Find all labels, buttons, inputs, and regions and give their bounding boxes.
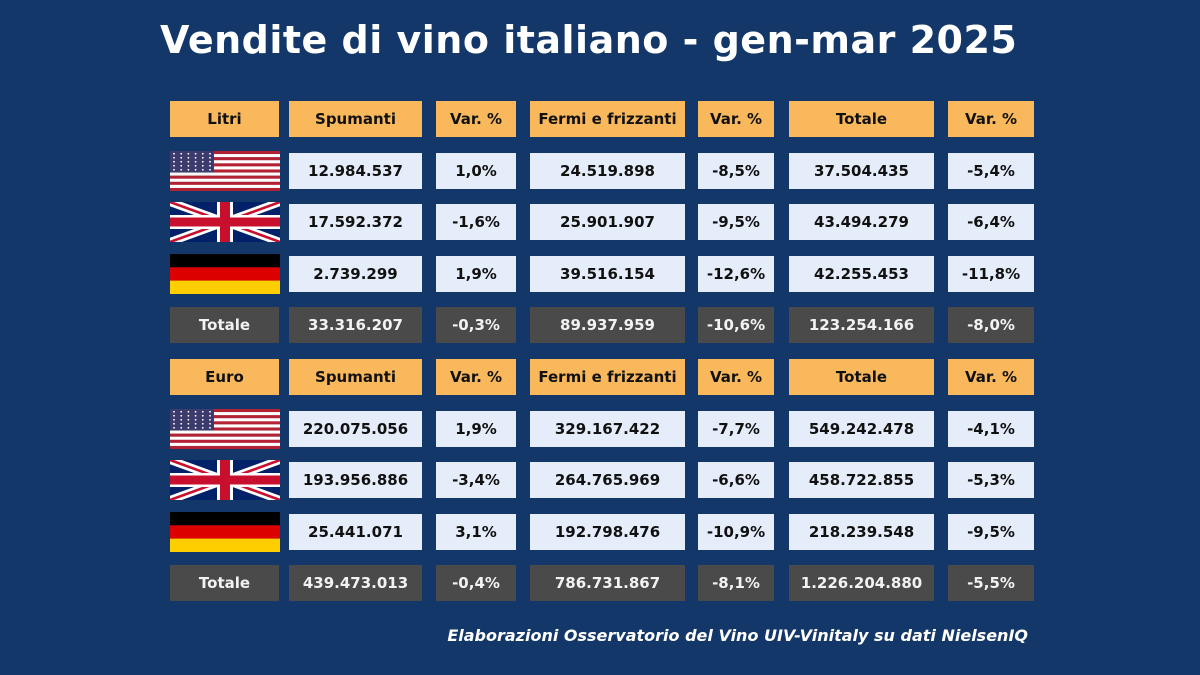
litri-header-totale: Totale	[789, 101, 934, 137]
euro-de-var-fermi: -10,9%	[698, 514, 774, 550]
euro-header-var-spumanti: Var. %	[436, 359, 516, 395]
euro-unit-header: Euro	[170, 359, 279, 395]
litri-uk-var-spumanti: -1,6%	[436, 204, 516, 240]
euro-total-var-fermi: -8,1%	[698, 565, 774, 601]
litri-total-var-fermi: -10,6%	[698, 307, 774, 343]
litri-de-var-totale: -11,8%	[948, 256, 1034, 292]
source-note: Elaborazioni Osservatorio del Vino UIV-V…	[447, 626, 1028, 645]
euro-de-fermi-frizzanti: 192.798.476	[530, 514, 685, 550]
litri-de-var-spumanti: 1,9%	[436, 256, 516, 292]
de-flag-icon	[170, 254, 280, 294]
litri-total-var-spumanti: -0,3%	[436, 307, 516, 343]
euro-uk-var-fermi: -6,6%	[698, 462, 774, 498]
litri-unit-header: Litri	[170, 101, 279, 137]
euro-us-spumanti: 220.075.056	[289, 411, 422, 447]
euro-header-var-totale: Var. %	[948, 359, 1034, 395]
euro-de-var-totale: -9,5%	[948, 514, 1034, 550]
litri-us-fermi-frizzanti: 24.519.898	[530, 153, 685, 189]
litri-de-spumanti: 2.739.299	[289, 256, 422, 292]
litri-total-spumanti: 33.316.207	[289, 307, 422, 343]
litri-total-label: Totale	[170, 307, 279, 343]
litri-us-totale: 37.504.435	[789, 153, 934, 189]
euro-total-totale: 1.226.204.880	[789, 565, 934, 601]
euro-uk-var-spumanti: -3,4%	[436, 462, 516, 498]
euro-de-spumanti: 25.441.071	[289, 514, 422, 550]
euro-uk-var-totale: -5,3%	[948, 462, 1034, 498]
litri-us-var-fermi: -8,5%	[698, 153, 774, 189]
litri-total-totale: 123.254.166	[789, 307, 934, 343]
de-flag-icon	[170, 512, 280, 552]
litri-header-spumanti: Spumanti	[289, 101, 422, 137]
litri-total-var-totale: -8,0%	[948, 307, 1034, 343]
litri-header-var-totale: Var. %	[948, 101, 1034, 137]
litri-us-var-spumanti: 1,0%	[436, 153, 516, 189]
euro-de-var-spumanti: 3,1%	[436, 514, 516, 550]
euro-total-spumanti: 439.473.013	[289, 565, 422, 601]
euro-total-var-spumanti: -0,4%	[436, 565, 516, 601]
litri-us-var-totale: -5,4%	[948, 153, 1034, 189]
euro-uk-fermi-frizzanti: 264.765.969	[530, 462, 685, 498]
euro-us-totale: 549.242.478	[789, 411, 934, 447]
litri-uk-var-totale: -6,4%	[948, 204, 1034, 240]
euro-header-totale: Totale	[789, 359, 934, 395]
litri-uk-totale: 43.494.279	[789, 204, 934, 240]
litri-uk-spumanti: 17.592.372	[289, 204, 422, 240]
euro-total-var-totale: -5,5%	[948, 565, 1034, 601]
litri-de-var-fermi: -12,6%	[698, 256, 774, 292]
euro-de-totale: 218.239.548	[789, 514, 934, 550]
litri-header-var-fermi: Var. %	[698, 101, 774, 137]
euro-us-var-totale: -4,1%	[948, 411, 1034, 447]
euro-total-fermi-frizzanti: 786.731.867	[530, 565, 685, 601]
euro-header-var-fermi: Var. %	[698, 359, 774, 395]
euro-total-label: Totale	[170, 565, 279, 601]
litri-total-fermi-frizzanti: 89.937.959	[530, 307, 685, 343]
litri-us-spumanti: 12.984.537	[289, 153, 422, 189]
euro-header-fermi-frizzanti: Fermi e frizzanti	[530, 359, 685, 395]
euro-header-spumanti: Spumanti	[289, 359, 422, 395]
euro-uk-totale: 458.722.855	[789, 462, 934, 498]
page-title: Vendite di vino italiano - gen-mar 2025	[160, 18, 1018, 62]
euro-us-fermi-frizzanti: 329.167.422	[530, 411, 685, 447]
euro-us-var-fermi: -7,7%	[698, 411, 774, 447]
litri-uk-var-fermi: -9,5%	[698, 204, 774, 240]
euro-us-var-spumanti: 1,9%	[436, 411, 516, 447]
litri-header-fermi-frizzanti: Fermi e frizzanti	[530, 101, 685, 137]
litri-de-totale: 42.255.453	[789, 256, 934, 292]
litri-de-fermi-frizzanti: 39.516.154	[530, 256, 685, 292]
uk-flag-icon	[170, 202, 280, 242]
litri-header-var-spumanti: Var. %	[436, 101, 516, 137]
litri-uk-fermi-frizzanti: 25.901.907	[530, 204, 685, 240]
euro-uk-spumanti: 193.956.886	[289, 462, 422, 498]
us-flag-icon	[170, 409, 280, 449]
us-flag-icon	[170, 151, 280, 191]
uk-flag-icon	[170, 460, 280, 500]
